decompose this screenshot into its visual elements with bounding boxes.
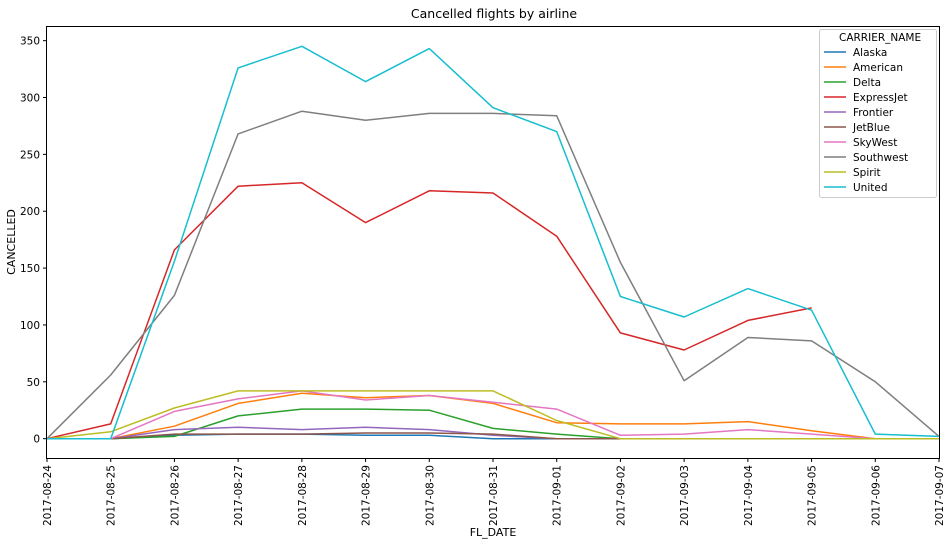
x-tick-label: 2017-08-31: [488, 465, 500, 526]
series-american: [110, 392, 939, 440]
x-tick-label: 2017-08-28: [297, 465, 309, 526]
legend-title: CARRIER_NAME: [839, 32, 921, 44]
x-tick-label: 2017-08-25: [106, 465, 118, 526]
series-line: [46, 182, 812, 440]
legend-label: American: [853, 62, 903, 74]
series-southwest: [46, 110, 940, 440]
y-tick-label: 150: [20, 263, 40, 275]
y-tick-label: 300: [20, 93, 40, 105]
x-tick-label: 2017-09-05: [807, 465, 819, 526]
chart-title: Cancelled flights by airline: [411, 6, 577, 21]
series-spirit: [46, 390, 939, 440]
y-axis: 0 50 100 150 200 250 300 350: [20, 36, 47, 446]
y-tick-label: 100: [20, 320, 40, 332]
x-tick-label: 2017-08-26: [169, 465, 181, 526]
x-tick-label: 2017-09-03: [679, 465, 691, 526]
series-united: [47, 45, 940, 440]
y-tick-label: 200: [20, 206, 40, 218]
x-tick-label: 2017-08-27: [233, 465, 245, 526]
legend-item-jetblue: JetBlue: [824, 122, 890, 134]
legend-label: ExpressJet: [853, 92, 908, 104]
legend-item-american: American: [824, 62, 903, 74]
x-tick-label: 2017-08-24: [42, 465, 54, 526]
x-tick-label: 2017-09-01: [552, 465, 564, 526]
legend-label: SkyWest: [853, 137, 897, 149]
y-axis-label: CANCELLED: [5, 209, 18, 275]
legend-item-united: United: [824, 182, 888, 194]
x-axis-label: FL_DATE: [470, 526, 517, 539]
series-line: [46, 390, 939, 440]
y-tick-label: 350: [20, 36, 40, 48]
y-tick-label: 50: [27, 377, 40, 389]
legend-item-spirit: Spirit: [824, 167, 881, 179]
legend-frame: [819, 29, 937, 198]
legend-label: JetBlue: [852, 122, 890, 134]
x-tick-label: 2017-09-06: [870, 465, 882, 526]
x-tick-label: 2017-08-30: [424, 465, 436, 526]
series-line: [110, 392, 939, 440]
legend-item-expressjet: ExpressJet: [824, 92, 908, 104]
y-tick-label: 0: [33, 434, 40, 446]
plot-lines: [46, 45, 940, 440]
series-line: [46, 110, 940, 440]
series-line: [47, 45, 940, 440]
legend-label: Frontier: [853, 107, 894, 119]
x-tick-label: 2017-09-07: [934, 465, 946, 526]
series-expressjet: [46, 182, 812, 440]
legend-item-delta: Delta: [824, 77, 881, 89]
legend: CARRIER_NAME Alaska American Delta ExpressJ…: [819, 29, 937, 198]
legend-item-southwest: Southwest: [824, 152, 908, 164]
legend-item-alaska: Alaska: [824, 47, 887, 59]
x-tick-label: 2017-09-02: [615, 465, 627, 526]
x-tick-label: 2017-09-04: [743, 465, 755, 526]
legend-label: Alaska: [853, 47, 887, 59]
legend-label: United: [853, 182, 888, 194]
legend-label: Spirit: [853, 167, 881, 179]
y-tick-label: 250: [20, 149, 40, 161]
legend-items: Alaska American Delta ExpressJet Frontier Jet…: [824, 47, 908, 194]
legend-item-frontier: Frontier: [824, 107, 894, 119]
x-tick-label: 2017-08-29: [361, 465, 373, 526]
legend-item-skywest: SkyWest: [824, 137, 897, 149]
legend-label: Southwest: [853, 152, 908, 164]
x-axis: 2017-08-24 2017-08-25 2017-08-26 2017-08-27…: [42, 458, 946, 526]
legend-label: Delta: [853, 77, 881, 89]
